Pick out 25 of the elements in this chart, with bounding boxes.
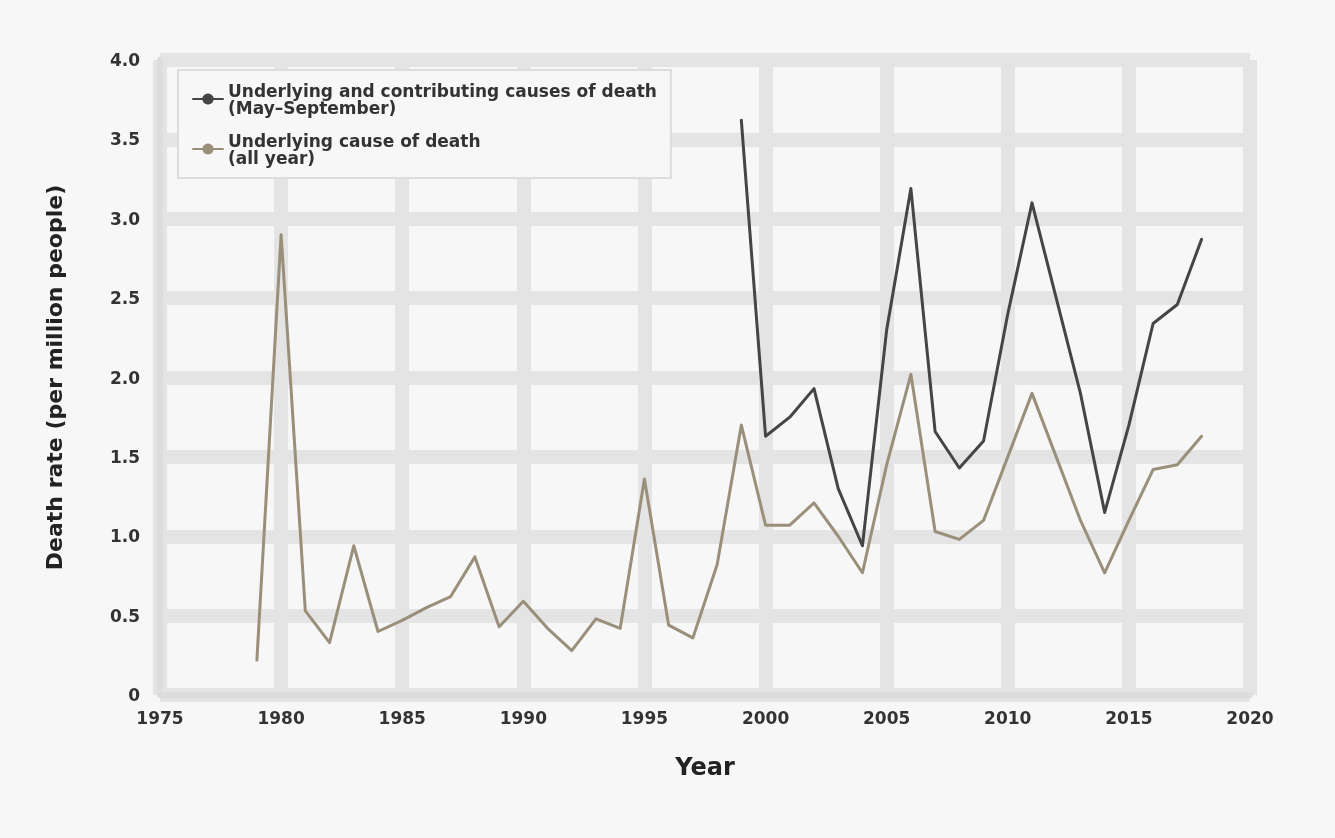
y-tick-label: 2.5 (109, 288, 140, 309)
y-tick-label: 1.5 (109, 446, 140, 467)
legend-label: Underlying cause of death (all year) (228, 130, 481, 168)
x-tick-label: 2015 (1105, 707, 1153, 728)
y-tick-label: 0 (128, 685, 141, 705)
y-tick-label: 4.0 (109, 50, 141, 70)
line-series (739, 118, 1204, 548)
x-tick-label: 2020 (1226, 707, 1274, 728)
y-axis-title: Death rate (per million people) (41, 184, 67, 571)
x-tick-label: 1980 (257, 707, 305, 728)
x-tick-label: 2005 (863, 707, 911, 728)
x-tick-label: 2010 (984, 707, 1032, 728)
y-tick-label: 3.5 (109, 129, 140, 150)
x-tick-label: 1990 (499, 707, 548, 728)
x-tick-label: 1975 (136, 707, 184, 728)
y-tick-label: 1.0 (109, 526, 141, 547)
legend-label: Underlying and contributing causes of death (May–September) (228, 80, 657, 118)
x-tick-label: 1985 (378, 707, 426, 728)
line-series (255, 233, 1204, 662)
y-tick-label: 3.0 (109, 208, 141, 229)
y-tick-label: 2.0 (109, 367, 141, 388)
x-tick-label: 2000 (741, 707, 790, 728)
x-axis-title: Year (674, 753, 735, 781)
y-tick-label: 0.5 (109, 605, 140, 626)
x-tick-label: 1995 (620, 707, 669, 728)
